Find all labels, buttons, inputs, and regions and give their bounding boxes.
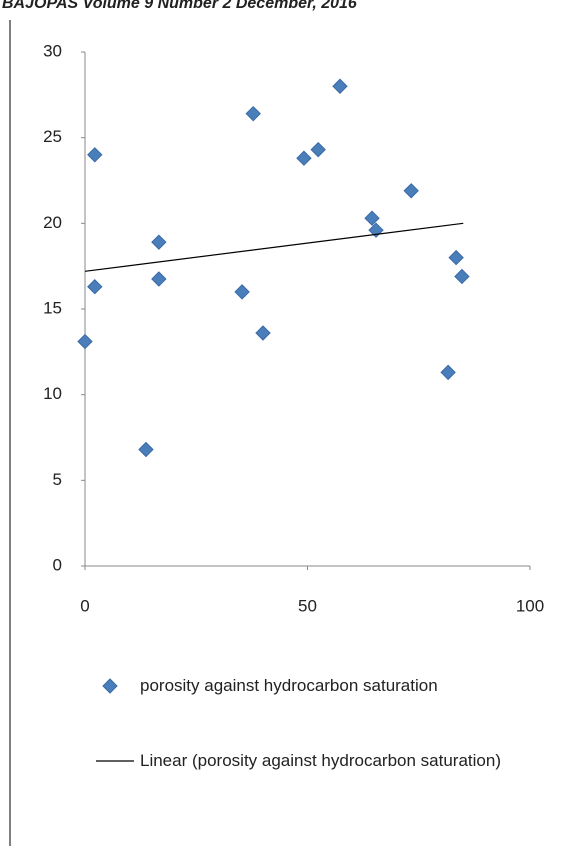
y-tick-label: 0 — [53, 555, 62, 574]
scatter-point — [151, 271, 167, 287]
scatter-point — [77, 333, 93, 350]
scatter-point — [364, 210, 380, 226]
scatter-point — [151, 234, 167, 250]
scatter-point — [368, 222, 384, 238]
scatter-point — [245, 105, 261, 122]
scatter-point — [440, 364, 456, 381]
scatter-point — [454, 268, 470, 285]
scatter-point — [296, 150, 312, 166]
y-tick-label: 30 — [43, 41, 62, 60]
y-tick-label: 25 — [43, 127, 62, 146]
y-tick-label: 20 — [43, 213, 62, 232]
header: BAJOPAS Volume 9 Number 2 December, 2016 — [2, 0, 357, 12]
scatter-point — [448, 249, 464, 266]
legend-label: porosity against hydrocarbon saturation — [140, 676, 438, 695]
scatter-point — [87, 279, 103, 295]
y-tick-label: 15 — [43, 298, 62, 317]
legend-label: Linear (porosity against hydrocarbon sat… — [140, 751, 501, 770]
scatter-point — [332, 78, 348, 94]
scatter-point — [310, 141, 326, 158]
scatter-point — [403, 183, 419, 199]
y-tick-label: 10 — [43, 384, 62, 403]
scatter-point — [138, 441, 154, 458]
trend-line — [84, 222, 464, 272]
legend-marker — [102, 678, 118, 694]
x-tick-label: 100 — [516, 596, 544, 615]
x-tick-label: 50 — [298, 596, 317, 615]
y-tick-label: 5 — [53, 470, 62, 489]
scatter-point — [255, 325, 271, 341]
scatter-point — [234, 284, 250, 300]
scatter-point — [87, 147, 103, 163]
x-tick-label: 0 — [80, 596, 89, 615]
